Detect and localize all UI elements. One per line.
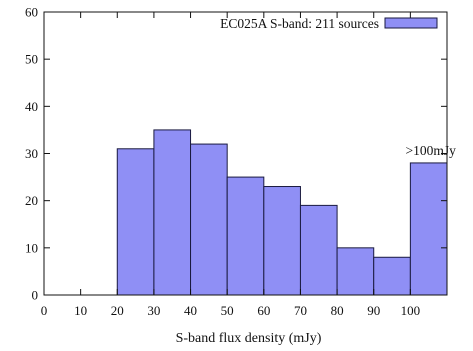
plot-frame [43, 11, 448, 296]
x-tick-label: 80 [331, 303, 344, 318]
y-tick-label: 40 [25, 99, 38, 114]
x-tick-label: 90 [367, 303, 380, 318]
legend-label: EC025A S-band: 211 sources [220, 16, 379, 31]
x-tick-label: 50 [221, 303, 234, 318]
histogram-bar [190, 143, 228, 296]
histogram-bar [226, 176, 265, 296]
x-tick-label: 60 [257, 303, 270, 318]
x-axis-label: S-band flux density (mJy) [176, 331, 322, 346]
x-tick-label: 20 [111, 303, 124, 318]
x-tick-label: 70 [294, 303, 307, 318]
y-tick-label: 50 [25, 52, 38, 67]
bars-group [116, 129, 448, 296]
x-tick-labels: 0 10 20 30 40 50 60 70 80 90 100 [41, 303, 420, 318]
histogram-bar [299, 204, 338, 296]
x-tick-label: 0 [41, 303, 48, 318]
y-tick-label: 60 [25, 5, 38, 20]
y-tick-labels: 0 10 20 30 40 50 60 [25, 5, 38, 303]
y-tick-label: 30 [25, 146, 38, 161]
histogram-bar [336, 247, 375, 296]
y-tick-label: 20 [25, 193, 38, 208]
annotation-label: >100mJy [405, 143, 456, 158]
legend-swatch [384, 17, 438, 29]
x-tick-label: 40 [184, 303, 197, 318]
histogram-bar [409, 162, 448, 296]
y-tick-label: 0 [32, 288, 39, 303]
x-tick-label: 30 [147, 303, 160, 318]
x-tick-label: 10 [74, 303, 87, 318]
histogram-bar [263, 186, 301, 296]
histogram-bar [373, 256, 411, 296]
y-tick-label: 10 [25, 240, 38, 255]
x-tick-label: 100 [401, 303, 421, 318]
histogram-bar [153, 129, 192, 296]
annotations-group: >100mJy [405, 143, 456, 158]
legend: EC025A S-band: 211 sources [220, 16, 438, 31]
histogram-bar [116, 148, 155, 296]
